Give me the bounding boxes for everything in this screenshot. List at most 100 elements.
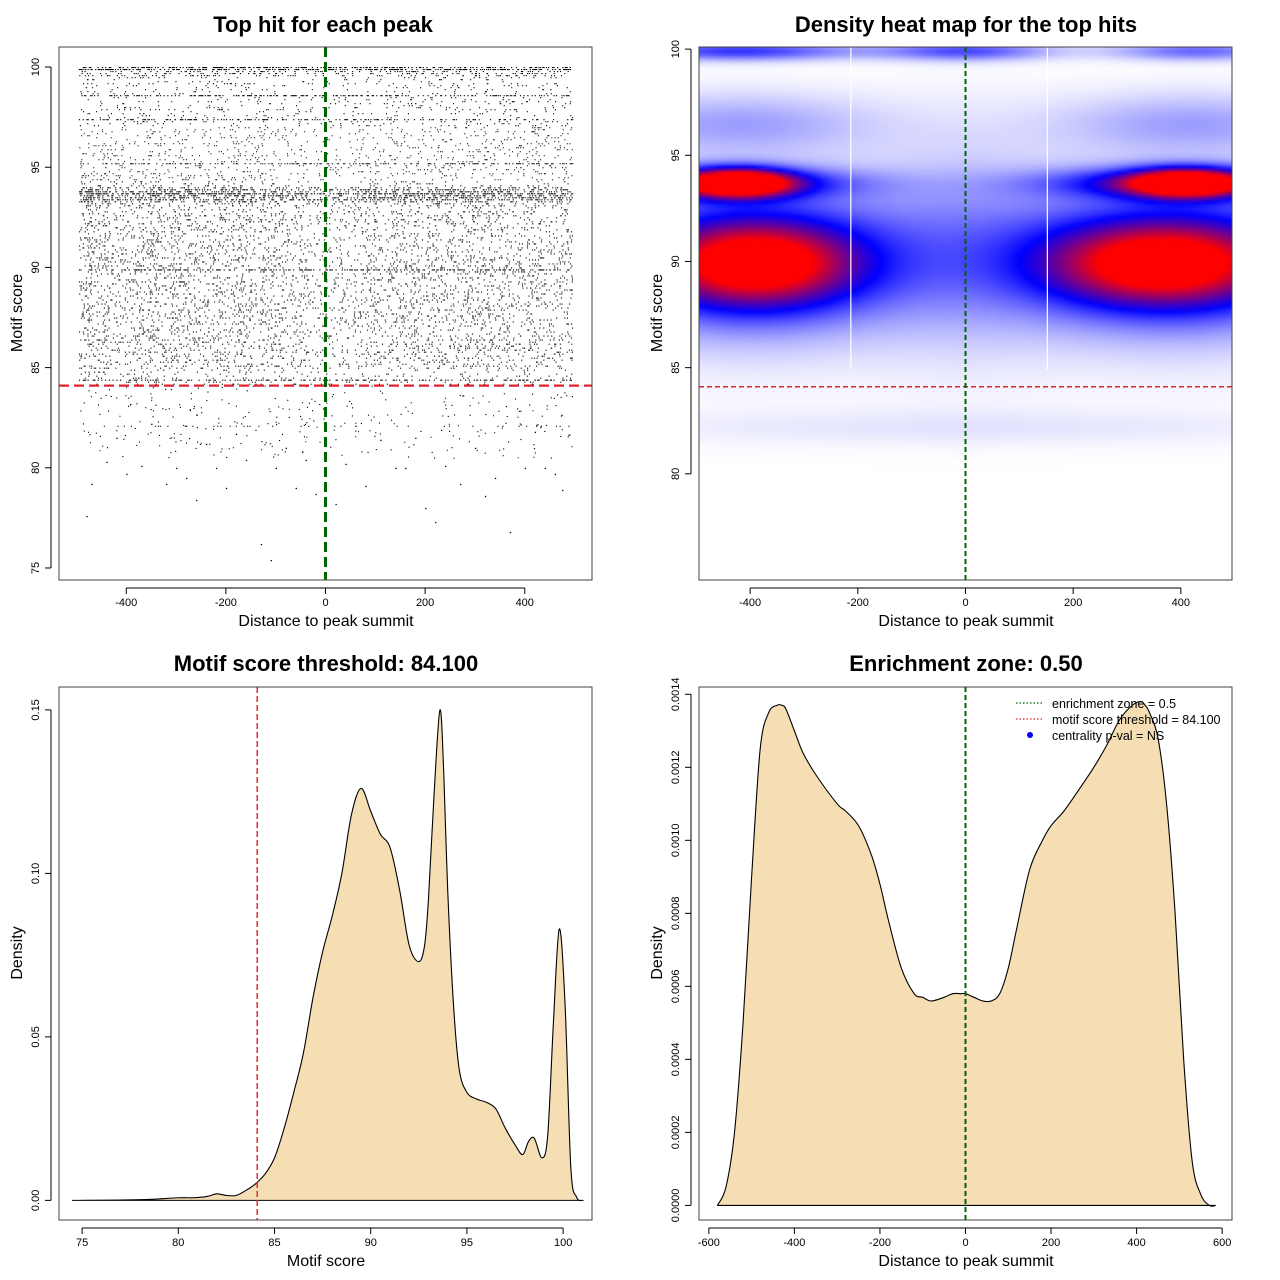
scatter-point [554, 473, 556, 476]
y-tick-label: 80 [670, 468, 682, 480]
x-tick-label: 80 [172, 1237, 184, 1249]
scatter-point [345, 463, 347, 466]
scatter-point [445, 465, 447, 468]
panel4-title: Enrichment zone: 0.50 [849, 651, 1083, 676]
scatter-point [285, 447, 287, 450]
x-tick-label: 95 [461, 1237, 473, 1249]
scatter-point [126, 473, 128, 476]
scatter-point [335, 503, 337, 506]
scatter-point [275, 467, 277, 470]
scatter-point [116, 437, 118, 440]
y-tick-label: 75 [30, 562, 42, 574]
x-tick-label: 600 [1213, 1237, 1231, 1249]
panel2-ylabel: Motif score [649, 274, 666, 352]
x-tick-label: -400 [115, 597, 137, 609]
scatter-point [474, 447, 477, 450]
scatter-point [534, 431, 537, 434]
scatter-point [141, 465, 143, 468]
legend: enrichment zone = 0.5 motif score thresh… [1016, 697, 1221, 743]
x-tick-label: 0 [962, 1237, 968, 1249]
y-tick-label: 85 [670, 362, 682, 374]
x-tick-label: 200 [416, 597, 434, 609]
x-tick-label: 0 [322, 597, 328, 609]
scatter-point [484, 495, 487, 498]
panel3-axes: 75 80 85 90 95 100 0.00 0.05 0.10 0.15 [30, 699, 572, 1249]
x-tick-label: -400 [783, 1237, 805, 1249]
y-tick-label: 0.0002 [670, 1116, 682, 1150]
scatter-point [524, 467, 527, 470]
panel1-frame [58, 46, 593, 581]
x-tick-label: 400 [1127, 1237, 1145, 1249]
y-tick-label: 0.05 [30, 1026, 42, 1047]
x-tick-label: 400 [1172, 597, 1190, 609]
panel-heatmap: Density heat map for the top hits -400 -2… [649, 12, 1233, 630]
legend-swatch-centrality [1027, 732, 1033, 738]
x-tick-label: -200 [847, 597, 869, 609]
y-tick-label: 85 [30, 361, 42, 373]
y-tick-label: 95 [670, 149, 682, 161]
panel-scatter: Top hit for each peak -400 -200 0 200 400 75 8… [9, 12, 593, 630]
x-tick-label: -200 [215, 597, 237, 609]
scatter-point [315, 493, 317, 496]
panel2-frame [698, 46, 1233, 581]
y-tick-label: 0.0000 [670, 1189, 682, 1223]
scatter-point [355, 425, 357, 428]
scatter-point [405, 467, 407, 470]
scatter-point [415, 437, 417, 440]
scatter-point [245, 459, 248, 462]
panel3-xlabel: Motif score [287, 1253, 365, 1270]
y-tick-label: 100 [670, 40, 682, 58]
score-density-plot [72, 687, 585, 1220]
panel2-axes: -400 -200 0 200 400 80 85 90 95 100 [670, 40, 1190, 609]
scatter-point [260, 543, 263, 546]
scatter-point [225, 487, 228, 490]
y-tick-label: 0.0008 [670, 897, 682, 931]
y-tick-label: 100 [30, 58, 42, 76]
panel4-frame [698, 686, 1233, 1221]
scatter-point [166, 483, 168, 486]
y-tick-label: 0.15 [30, 699, 42, 720]
y-tick-label: 0.0004 [670, 1043, 682, 1077]
y-tick-label: 0.0014 [670, 677, 682, 711]
panel4-ylabel: Density [649, 926, 666, 979]
panel-score-density: Motif score threshold: 84.100 75 80 85 90 95… [9, 651, 593, 1270]
scatter-point [91, 483, 93, 486]
scatter-point [544, 467, 546, 470]
y-tick-label: 0.00 [30, 1190, 42, 1211]
panel1-axes: -400 -200 0 200 400 75 80 85 90 95 100 [30, 58, 534, 609]
panel3-frame [58, 686, 593, 1221]
scatter-point [151, 423, 153, 426]
panel-distance-density: Enrichment zone: 0.50 -600 -400 -200 0 200 40… [649, 651, 1233, 1270]
scatter-point [295, 487, 297, 490]
x-tick-label: -600 [698, 1237, 720, 1249]
x-tick-label: 90 [365, 1237, 377, 1249]
panel1-xlabel: Distance to peak summit [238, 613, 414, 630]
scatter-point [106, 461, 108, 464]
scatter-point [435, 521, 437, 524]
panel4-xlabel: Distance to peak summit [878, 1253, 1054, 1270]
scatter-point [494, 477, 497, 480]
heatmap-overlay-lines [699, 47, 1232, 580]
y-tick-label: 0.10 [30, 863, 42, 884]
legend-label-threshold: motif score threshold = 84.100 [1052, 713, 1221, 727]
scatter-point [86, 515, 88, 518]
distance-density-plot [716, 687, 1216, 1220]
scatter-point [365, 485, 367, 488]
x-tick-label: -200 [869, 1237, 891, 1249]
scatter-point [270, 559, 273, 562]
panel2-title: Density heat map for the top hits [795, 12, 1137, 37]
scatter-point [186, 477, 188, 480]
density-area [717, 701, 1216, 1207]
panel1-ylabel: Motif score [9, 274, 26, 352]
legend-label-centrality: centrality p-val = NS [1052, 729, 1164, 743]
scatter-point [235, 433, 238, 436]
x-tick-label: 400 [516, 597, 534, 609]
scatter-point [459, 483, 462, 486]
panel1-title: Top hit for each peak [213, 12, 433, 37]
panel4-axes: -600 -400 -200 0 200 400 600 0.0000 0.0002 0.0004… [670, 677, 1231, 1249]
scatter-point [176, 467, 178, 470]
x-tick-label: 200 [1064, 597, 1082, 609]
x-tick-label: 75 [76, 1237, 88, 1249]
